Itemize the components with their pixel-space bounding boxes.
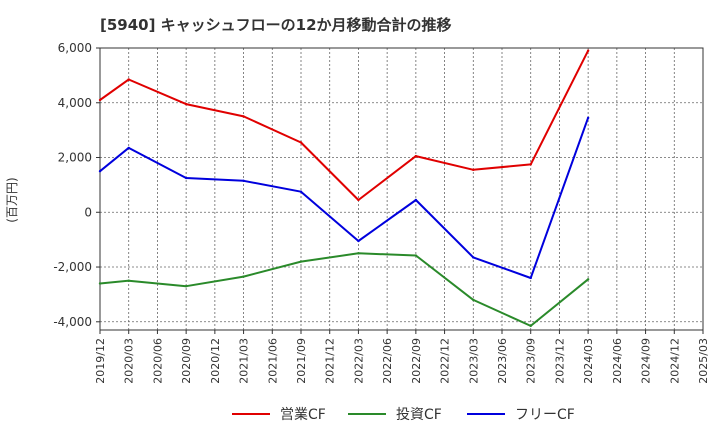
legend-label: 投資CF bbox=[396, 407, 442, 423]
series-line-営業CF bbox=[99, 50, 589, 201]
data-point bbox=[414, 198, 418, 202]
data-point bbox=[98, 170, 102, 173]
data-point bbox=[414, 254, 418, 257]
x-tick-label: 2019/12 bbox=[94, 338, 107, 384]
y-axis-label: (百万円) bbox=[5, 177, 19, 222]
data-point bbox=[98, 98, 102, 102]
data-point bbox=[127, 78, 130, 81]
x-tick-label: 2021/03 bbox=[238, 338, 251, 384]
x-tick-label: 2024/06 bbox=[611, 338, 624, 384]
data-point bbox=[414, 154, 418, 158]
data-point bbox=[242, 275, 245, 278]
y-axis-ticks: -4,000 -2,000 0 2,000 4,000 6,000 bbox=[53, 41, 100, 329]
y-tick-label: 4,000 bbox=[58, 96, 92, 110]
data-point bbox=[472, 298, 475, 302]
x-tick-label: 2020/12 bbox=[209, 338, 222, 384]
data-point bbox=[242, 115, 245, 118]
y-tick-label: 2,000 bbox=[58, 151, 92, 165]
x-tick-label: 2020/03 bbox=[123, 338, 136, 384]
x-tick-label: 2021/06 bbox=[266, 338, 279, 384]
data-point bbox=[184, 102, 188, 106]
data-point bbox=[529, 276, 532, 280]
series-line-フリーCF bbox=[99, 117, 590, 279]
x-tick-label: 2023/03 bbox=[467, 338, 480, 384]
x-tick-label: 2025/03 bbox=[697, 338, 710, 384]
data-point bbox=[472, 256, 475, 259]
data-point bbox=[586, 116, 590, 120]
x-tick-label: 2024/12 bbox=[668, 338, 681, 384]
data-point bbox=[242, 179, 245, 182]
legend-label: 営業CF bbox=[280, 407, 326, 423]
data-point bbox=[357, 198, 360, 202]
data-point bbox=[586, 49, 590, 52]
x-tick-label: 2022/03 bbox=[352, 338, 365, 384]
data-point bbox=[299, 141, 303, 144]
x-axis-ticks: 2019/12 2020/03 2020/06 2020/09 2020/12 2021/… bbox=[94, 330, 710, 384]
data-point bbox=[529, 324, 532, 328]
series-line-投資CF bbox=[99, 252, 589, 327]
data-point bbox=[98, 282, 102, 285]
data-point bbox=[184, 284, 188, 288]
grid bbox=[100, 48, 703, 330]
data-point bbox=[127, 146, 130, 150]
x-tick-label: 2023/06 bbox=[496, 338, 509, 384]
legend-swatch bbox=[348, 413, 386, 415]
legend-swatch bbox=[232, 413, 270, 415]
legend-swatch bbox=[467, 413, 505, 415]
x-tick-label: 2023/09 bbox=[525, 338, 538, 384]
x-tick-label: 2020/06 bbox=[151, 338, 164, 384]
y-tick-label: 6,000 bbox=[58, 41, 92, 55]
x-tick-label: 2022/12 bbox=[439, 338, 452, 384]
data-point bbox=[357, 252, 360, 255]
data-point bbox=[529, 163, 532, 166]
x-tick-label: 2022/09 bbox=[410, 338, 423, 384]
legend-label: フリーCF bbox=[515, 407, 575, 423]
x-tick-label: 2023/12 bbox=[553, 338, 566, 384]
y-tick-label: -2,000 bbox=[53, 260, 92, 274]
chart-title: [5940] キャッシュフローの12か月移動合計の推移 bbox=[100, 16, 452, 34]
x-tick-label: 2024/03 bbox=[582, 338, 595, 384]
plot-frame bbox=[99, 47, 704, 331]
legend-item: 投資CF bbox=[348, 404, 442, 424]
data-point bbox=[299, 190, 303, 193]
data-point bbox=[299, 260, 303, 263]
data-point bbox=[586, 278, 590, 281]
y-tick-label: 0 bbox=[84, 205, 92, 219]
data-point bbox=[127, 279, 130, 282]
x-tick-label: 2021/09 bbox=[295, 338, 308, 384]
data-point bbox=[184, 176, 188, 180]
data-point bbox=[357, 239, 360, 243]
legend-item: 営業CF bbox=[232, 404, 326, 424]
y-tick-label: -4,000 bbox=[53, 315, 92, 329]
series-lines bbox=[98, 49, 590, 328]
x-tick-label: 2020/09 bbox=[180, 338, 193, 384]
x-tick-label: 2021/12 bbox=[324, 338, 337, 384]
data-point bbox=[472, 168, 475, 172]
legend-item: フリーCF bbox=[467, 404, 575, 424]
x-tick-label: 2022/06 bbox=[381, 338, 394, 384]
x-tick-label: 2024/09 bbox=[640, 338, 653, 384]
